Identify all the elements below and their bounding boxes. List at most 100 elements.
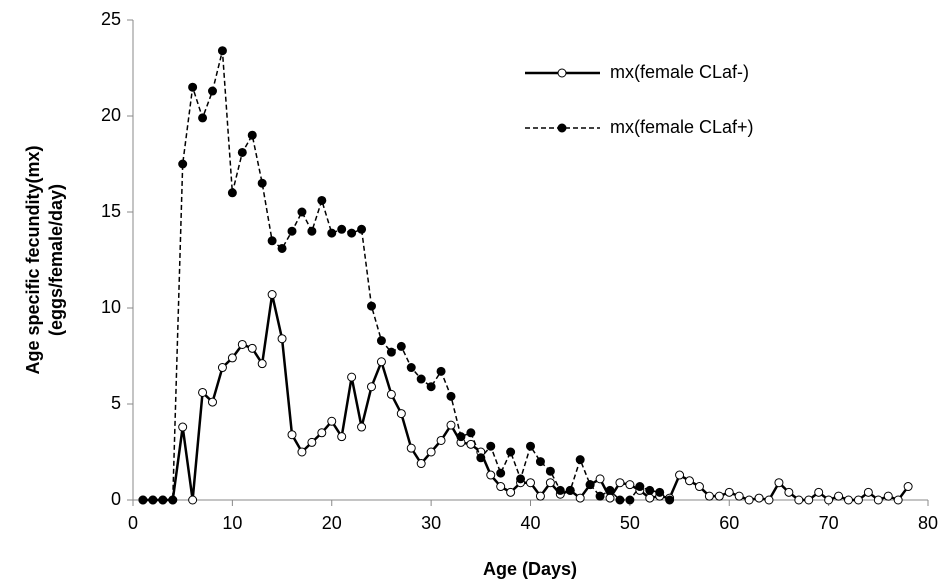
data-point	[297, 207, 307, 217]
data-point	[506, 487, 516, 497]
data-point	[406, 443, 416, 453]
data-point	[774, 478, 784, 488]
data-point	[267, 236, 277, 246]
data-point	[327, 228, 337, 238]
x-tick-label: 30	[421, 513, 441, 533]
x-tick-label: 10	[222, 513, 242, 533]
data-point	[376, 357, 386, 367]
series-line	[142, 294, 910, 502]
data-point	[148, 495, 158, 505]
data-point	[217, 46, 227, 56]
x-tick-label: 0	[128, 513, 138, 533]
data-point	[357, 224, 367, 234]
data-point	[198, 387, 208, 397]
data-point	[784, 487, 794, 497]
data-point	[257, 178, 267, 188]
data-point	[804, 495, 814, 505]
data-point	[436, 435, 446, 445]
data-point	[844, 495, 853, 505]
data-point	[406, 363, 416, 373]
data-point	[396, 409, 406, 419]
data-point	[645, 485, 655, 495]
x-tick-label: 70	[819, 513, 839, 533]
data-point	[794, 495, 804, 505]
data-point	[317, 195, 327, 205]
data-point	[436, 366, 446, 376]
data-point	[605, 485, 615, 495]
data-point	[545, 478, 555, 488]
legend-marker	[557, 68, 567, 78]
data-point	[277, 334, 287, 344]
data-point	[217, 363, 227, 373]
data-point	[615, 478, 625, 488]
y-tick-label: 10	[101, 297, 121, 317]
data-point	[516, 474, 526, 484]
y-tick-label: 15	[101, 201, 121, 221]
data-point	[307, 437, 317, 447]
data-point	[386, 347, 396, 357]
data-point	[595, 491, 605, 501]
x-tick-label: 60	[719, 513, 739, 533]
x-axis-label: Age (Days)	[483, 559, 577, 579]
data-point	[675, 470, 685, 480]
data-point	[575, 455, 585, 465]
data-point	[754, 493, 764, 503]
data-point	[376, 336, 386, 346]
data-point	[486, 441, 496, 451]
data-point	[873, 495, 883, 505]
data-point	[307, 226, 317, 236]
data-point	[426, 382, 436, 392]
data-point	[824, 495, 834, 505]
data-point	[685, 476, 694, 486]
data-point	[714, 491, 724, 501]
data-point	[585, 480, 595, 490]
data-point	[655, 487, 665, 497]
data-point	[287, 226, 297, 236]
data-point	[297, 447, 307, 457]
data-point	[257, 359, 267, 369]
data-point	[188, 495, 198, 505]
y-tick-label: 25	[101, 9, 121, 29]
data-point	[486, 470, 496, 480]
data-point	[704, 491, 714, 501]
data-point	[565, 485, 575, 495]
data-point	[625, 480, 635, 490]
legend-marker	[557, 123, 567, 133]
data-point	[357, 422, 367, 432]
data-point	[834, 491, 844, 501]
data-point	[496, 468, 506, 478]
data-point	[237, 339, 247, 349]
data-point	[883, 491, 893, 501]
data-point	[496, 482, 506, 492]
data-point	[903, 482, 913, 492]
data-point	[208, 86, 217, 96]
data-point	[317, 428, 327, 438]
data-point	[446, 391, 456, 401]
data-point	[337, 432, 347, 442]
data-point	[814, 487, 824, 497]
x-tick-label: 50	[620, 513, 640, 533]
data-point	[635, 482, 645, 492]
data-point	[645, 493, 655, 503]
data-point	[605, 493, 615, 503]
data-point	[198, 113, 208, 123]
data-point	[724, 487, 734, 497]
data-point	[367, 382, 376, 392]
y-tick-label: 0	[111, 489, 121, 509]
data-point	[734, 491, 744, 501]
data-point	[416, 374, 426, 384]
legend-label: mx(female CLaf+)	[610, 117, 754, 137]
data-point	[287, 430, 297, 440]
data-point	[237, 147, 247, 157]
data-point	[247, 343, 257, 353]
data-point	[446, 420, 456, 430]
data-point	[158, 495, 168, 505]
data-point	[178, 159, 188, 169]
x-tick-label: 20	[322, 513, 342, 533]
x-tick-label: 80	[918, 513, 938, 533]
data-point	[426, 447, 436, 457]
y-axis-label: Age specific fecundity(mx)	[23, 145, 43, 374]
y-tick-label: 20	[101, 105, 121, 125]
data-point	[466, 428, 476, 438]
